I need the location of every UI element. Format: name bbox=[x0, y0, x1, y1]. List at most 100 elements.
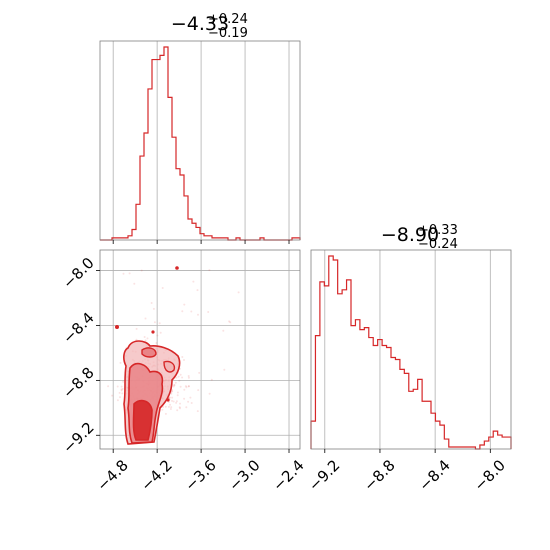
density-sample-point bbox=[183, 388, 186, 391]
density-sample-point bbox=[229, 321, 232, 324]
density-ytick-label: −8.8 bbox=[59, 364, 97, 402]
title-param1-lower: −0.19 bbox=[208, 26, 248, 41]
density-sample-point bbox=[169, 403, 172, 406]
density-sample-point bbox=[152, 307, 155, 310]
density-contour-line-mid bbox=[127, 362, 164, 444]
hist-param1-step bbox=[100, 46, 301, 241]
density-xtick-label: −2.4 bbox=[269, 456, 307, 494]
density-sample-point bbox=[111, 394, 114, 397]
density-sample-point bbox=[161, 287, 164, 289]
density-sample-point bbox=[208, 392, 211, 395]
density-sample-point bbox=[196, 410, 199, 413]
density-sample-point bbox=[146, 337, 149, 340]
density-sample-point bbox=[121, 392, 124, 395]
density-sample-point bbox=[179, 402, 181, 405]
density-2d-panel: −4.8 −4.2 −3.6 −3.0 −2.4 −8.0 −8.4 −8.8 −9.2 bbox=[59, 249, 308, 495]
density-sample-point bbox=[187, 376, 190, 379]
hist-param2-tick-label: −8.8 bbox=[360, 456, 398, 494]
density-sample-point bbox=[178, 406, 181, 409]
density-sample-point bbox=[170, 392, 173, 395]
density-sample-point bbox=[183, 359, 185, 361]
density-sample-point bbox=[187, 385, 190, 388]
title-param1-main: −4.33 bbox=[171, 13, 229, 35]
density-ytick-label: −9.2 bbox=[59, 418, 97, 456]
density-sample-point bbox=[144, 339, 147, 342]
density-sample-point bbox=[135, 338, 138, 341]
title-param2: −8.90 bbox=[381, 224, 439, 246]
density-sample-point bbox=[171, 396, 174, 399]
density-sample-point bbox=[178, 379, 181, 382]
density-sample-point bbox=[140, 269, 143, 272]
title-param2-upper: +0.33 bbox=[418, 223, 458, 238]
density-sample-point bbox=[181, 356, 184, 358]
title-param1-upper: +0.24 bbox=[208, 12, 248, 27]
density-ytick-label: −8.0 bbox=[59, 254, 97, 292]
density-sample-point bbox=[116, 399, 119, 402]
density-sample-point bbox=[181, 376, 184, 379]
hist-param2-step bbox=[310, 255, 512, 450]
density-sample-point bbox=[120, 385, 123, 388]
density-sample-point bbox=[135, 327, 138, 330]
density-sample-point bbox=[175, 400, 178, 403]
density-sample-point bbox=[175, 376, 178, 379]
density-sample-point bbox=[207, 311, 210, 313]
hist-param2-frame bbox=[310, 249, 512, 450]
density-sample-point bbox=[192, 280, 195, 283]
hist-param1-panel bbox=[99, 40, 301, 244]
density-outlier-3 bbox=[151, 330, 155, 334]
density-sample-point bbox=[162, 406, 165, 408]
density-sample-point bbox=[228, 320, 231, 323]
density-xtick-label: −4.2 bbox=[137, 456, 175, 494]
density-sample-point bbox=[176, 391, 179, 394]
density-sample-point bbox=[161, 408, 164, 411]
density-sample-point bbox=[159, 331, 162, 334]
density-sample-point bbox=[150, 302, 153, 304]
density-contour-island-1 bbox=[141, 347, 157, 358]
density-contours bbox=[115, 266, 181, 445]
density-sample-point bbox=[185, 386, 188, 389]
density-sample-point bbox=[153, 321, 156, 324]
density-sample-point bbox=[133, 282, 136, 285]
hist-param1-gridlines bbox=[112, 41, 290, 240]
density-sample-point bbox=[172, 385, 175, 388]
density-sample-point bbox=[156, 334, 159, 337]
density-sample-point bbox=[179, 385, 182, 388]
density-sample-point bbox=[222, 329, 225, 332]
density-sample-point bbox=[187, 385, 190, 388]
density-sample-point bbox=[158, 322, 161, 325]
title-param2-lower: −0.24 bbox=[418, 237, 458, 252]
density-sample-point bbox=[189, 396, 192, 399]
density-sample-point bbox=[223, 368, 226, 371]
density-sample-point bbox=[179, 373, 182, 376]
density-sample-point bbox=[176, 394, 179, 397]
density-outlier-1 bbox=[115, 325, 119, 329]
title-param1: −4.33 bbox=[171, 13, 229, 35]
density-sample-point bbox=[143, 336, 146, 338]
hist-param2-ticks: −9.2 −8.8 −8.4 −8.0 bbox=[305, 449, 509, 495]
density-sample-point bbox=[128, 272, 131, 275]
density-sample-point bbox=[173, 384, 176, 387]
density-contour-line-inner bbox=[132, 399, 153, 441]
density-sample-point bbox=[198, 371, 201, 374]
density-sample-point bbox=[172, 400, 175, 403]
density-sample-point bbox=[119, 361, 122, 364]
density-sample-point bbox=[171, 390, 174, 393]
density-ytick-label: −8.4 bbox=[59, 309, 97, 347]
density-sample-point bbox=[155, 342, 158, 344]
density-sample-point bbox=[170, 406, 173, 409]
density-sample-point bbox=[181, 310, 184, 313]
density-sample-point bbox=[190, 402, 193, 404]
density-contour-island-2 bbox=[163, 360, 176, 373]
density-sample-point bbox=[179, 407, 181, 410]
density-frame bbox=[99, 249, 301, 450]
density-sample-point bbox=[121, 387, 124, 390]
density-sample-point bbox=[173, 383, 176, 386]
density-sample-point bbox=[122, 380, 125, 383]
density-sample-point bbox=[197, 313, 199, 316]
density-sample-point bbox=[144, 317, 147, 320]
density-sample-point bbox=[176, 409, 179, 412]
density-sample-point bbox=[184, 385, 187, 388]
density-sample-point bbox=[208, 269, 211, 272]
density-sample-point bbox=[167, 405, 170, 408]
hist-param2-tick-label: −9.2 bbox=[305, 456, 343, 494]
